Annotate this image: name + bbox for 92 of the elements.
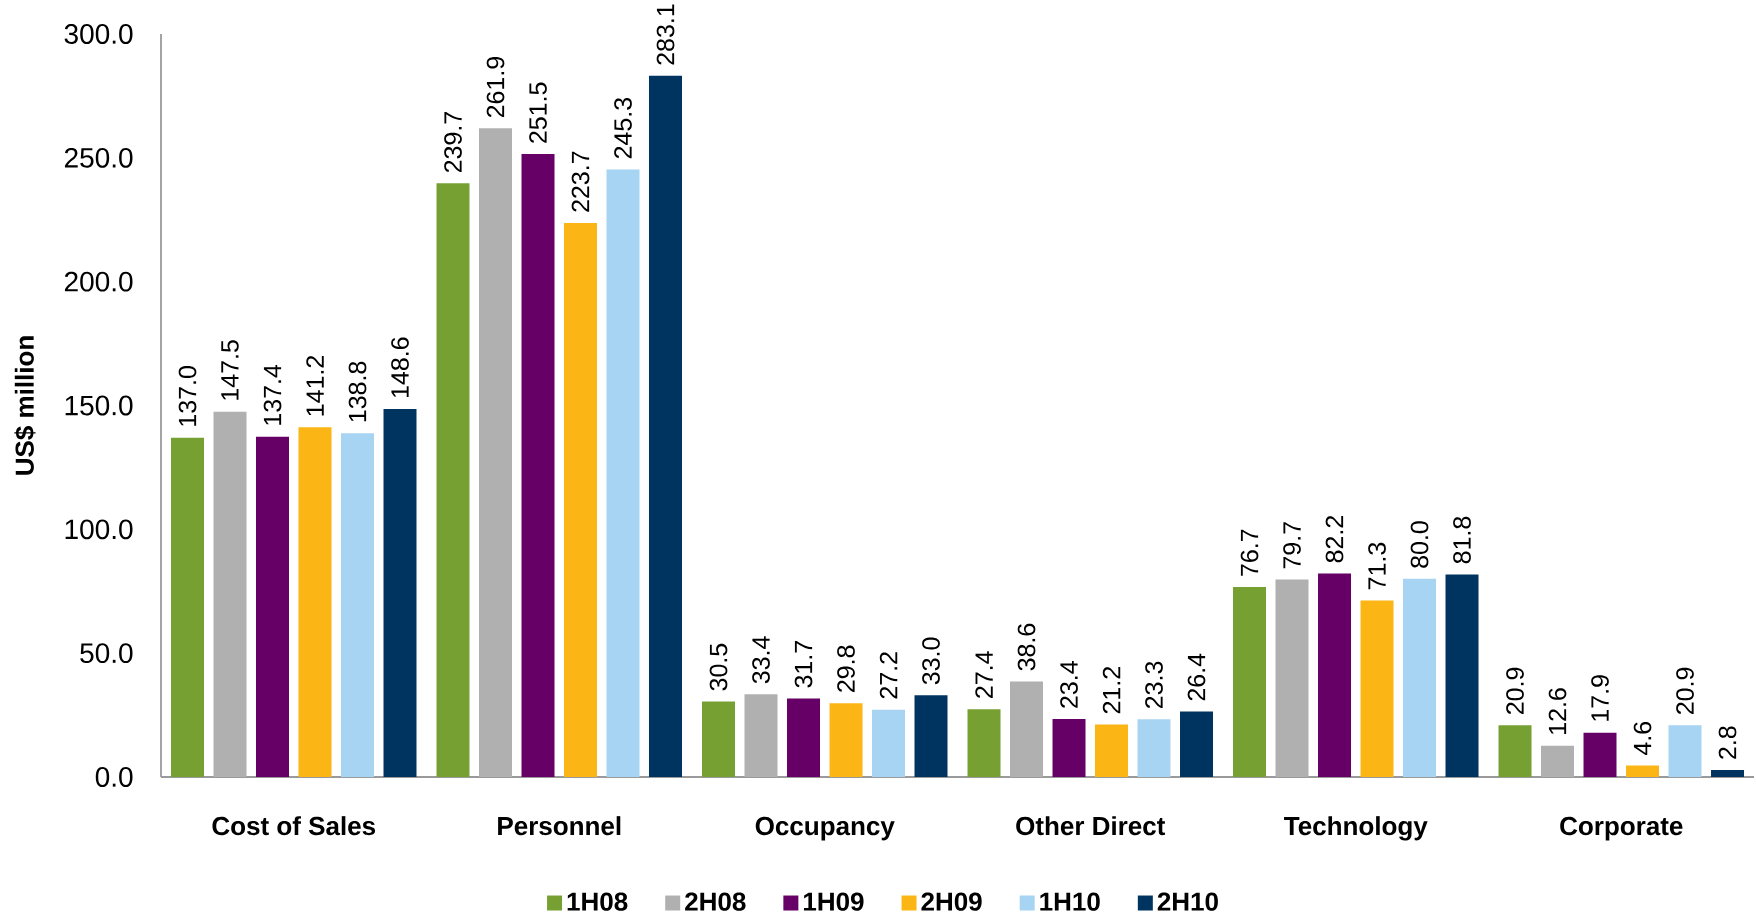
legend-label: 1H08	[567, 892, 628, 911]
bar	[872, 709, 906, 777]
bar	[1498, 725, 1532, 777]
bar	[1010, 681, 1044, 777]
data-label: 71.3	[1368, 542, 1386, 590]
bar	[967, 709, 1001, 777]
bar	[1711, 770, 1745, 777]
bar	[1137, 719, 1171, 777]
bar	[341, 433, 374, 777]
y-tick-label: 150.0	[65, 395, 133, 416]
bar	[436, 183, 470, 777]
bar	[606, 169, 640, 777]
data-label: 251.5	[529, 82, 547, 143]
x-tick-label: Corporate	[1560, 816, 1683, 841]
bar	[256, 436, 290, 777]
bar	[1233, 587, 1267, 777]
bar	[1180, 711, 1214, 777]
legend-label: 1H10	[1040, 892, 1100, 911]
data-label: 79.7	[1283, 522, 1301, 569]
data-label: 2.8	[1718, 726, 1737, 759]
y-tick-label: 100.0	[65, 519, 133, 540]
data-label: 283.1	[656, 4, 675, 65]
data-label: 20.9	[1506, 667, 1524, 714]
data-label: 137.4	[263, 364, 282, 425]
bar	[702, 701, 735, 777]
data-label: 80.0	[1410, 521, 1429, 568]
bar	[1360, 600, 1394, 777]
data-label: 38.6	[1017, 623, 1036, 671]
y-tick-label: 300.0	[64, 24, 133, 44]
x-tick-label: Other Direct	[1016, 816, 1166, 836]
legend-label: 2H09	[921, 892, 982, 911]
x-tick-label: Personnel	[498, 816, 621, 836]
data-label: 21.2	[1102, 667, 1121, 714]
data-label: 261.9	[486, 56, 505, 118]
legend-label: 1H09	[804, 892, 864, 911]
data-label: 20.9	[1676, 667, 1694, 714]
bar	[1626, 765, 1660, 777]
data-label: 23.4	[1060, 661, 1078, 708]
data-label: 148.6	[391, 337, 409, 398]
data-label: 76.7	[1240, 529, 1259, 576]
bar	[744, 694, 778, 777]
y-tick-label: 250.0	[64, 147, 133, 168]
data-label: 82.2	[1325, 516, 1344, 563]
bar	[479, 128, 513, 777]
data-label: 17.9	[1591, 675, 1609, 721]
bar	[171, 437, 204, 777]
bar	[1445, 574, 1479, 777]
data-label: 29.8	[837, 645, 855, 692]
bar	[829, 703, 863, 777]
bar	[298, 427, 332, 777]
data-label: 245.3	[614, 98, 632, 159]
data-label: 33.0	[922, 637, 940, 685]
x-tick-label: Technology	[1284, 816, 1428, 841]
data-label: 239.7	[444, 112, 462, 173]
bar	[564, 222, 598, 777]
bar	[383, 408, 417, 777]
bar	[1583, 732, 1617, 777]
bar	[1095, 724, 1129, 777]
bar	[1541, 745, 1575, 777]
data-label: 147.5	[221, 340, 239, 400]
data-label: 33.4	[752, 636, 770, 684]
x-tick-label: Cost of Sales	[212, 816, 376, 836]
bar	[213, 411, 247, 777]
x-tick-label: Occupancy	[755, 816, 895, 841]
data-label: 31.7	[794, 641, 813, 688]
data-label: 138.8	[348, 361, 367, 422]
data-label: 223.7	[571, 151, 590, 212]
bar	[649, 75, 683, 777]
data-label: 81.8	[1453, 516, 1471, 564]
bar	[1668, 725, 1702, 777]
data-label: 4.6	[1633, 721, 1652, 756]
bar	[914, 695, 948, 777]
y-tick-label: 50.0	[80, 643, 133, 664]
data-label: 137.0	[178, 366, 197, 426]
y-axis-title: US$ million	[14, 336, 36, 475]
bar	[1403, 578, 1437, 777]
bar	[521, 154, 555, 777]
data-label: 30.5	[709, 643, 728, 691]
data-label: 12.6	[1548, 688, 1567, 734]
bar	[787, 698, 821, 777]
bar	[1052, 719, 1086, 777]
data-label: 27.4	[975, 651, 993, 698]
legend-label: 2H10	[1157, 892, 1218, 911]
y-tick-label: 0.0	[95, 767, 133, 787]
data-label: 141.2	[306, 356, 324, 416]
data-label: 26.4	[1187, 653, 1206, 701]
legend-label: 2H08	[685, 892, 746, 911]
data-label: 27.2	[879, 652, 898, 699]
y-tick-label: 200.0	[64, 271, 133, 292]
bar	[1275, 579, 1309, 777]
bar	[1318, 573, 1352, 777]
data-label: 23.3	[1145, 661, 1163, 709]
